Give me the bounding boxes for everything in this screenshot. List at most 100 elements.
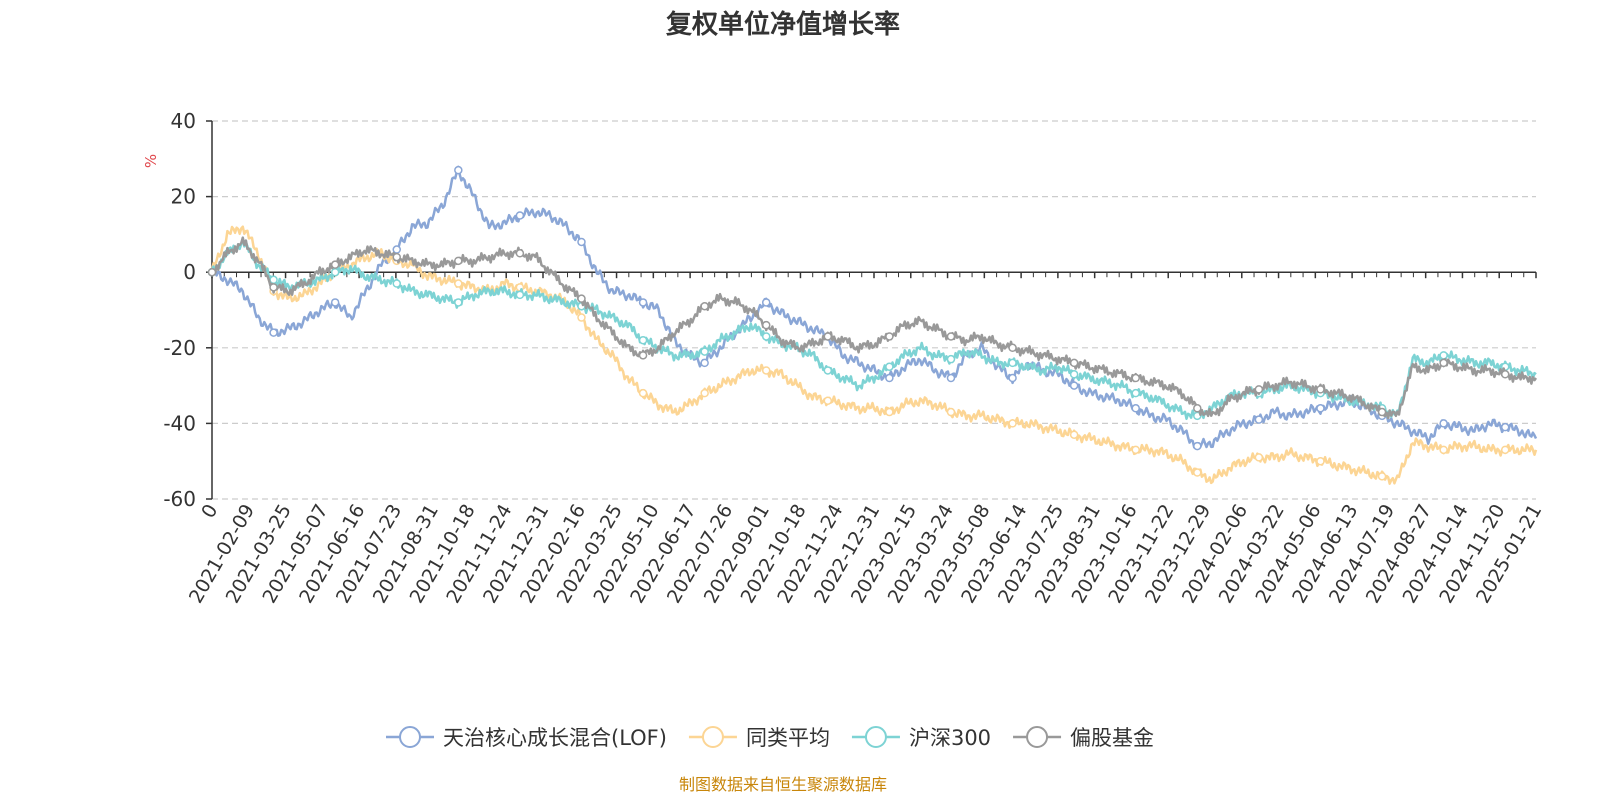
y-tick-label: -40 — [163, 411, 196, 435]
data-point — [946, 332, 956, 341]
data-point — [1316, 456, 1325, 466]
data-point — [1500, 445, 1510, 455]
axes — [206, 120, 1537, 500]
legend-item[interactable]: 天治核心成长混合(LOF) — [386, 726, 667, 750]
data-point — [392, 279, 401, 288]
series-line — [210, 236, 1538, 420]
data-point — [269, 283, 278, 292]
data-point — [700, 347, 709, 356]
data-point — [1069, 358, 1079, 368]
data-point — [330, 298, 340, 307]
data-point — [1131, 388, 1140, 398]
data-point — [1254, 385, 1264, 394]
legend-swatch-marker — [701, 726, 724, 748]
data-point — [515, 249, 525, 258]
data-point — [330, 260, 340, 269]
legend: 天治核心成长混合(LOF) 同类平均 沪深300 偏股基金 — [386, 726, 1154, 750]
data-point — [638, 335, 648, 345]
data-point — [1377, 407, 1387, 417]
data-point — [761, 366, 771, 375]
data-point — [269, 328, 278, 337]
data-point — [1193, 441, 1202, 451]
data-point — [1008, 419, 1017, 428]
data-point — [454, 256, 463, 266]
data-point — [1008, 373, 1017, 383]
data-point — [515, 290, 525, 300]
data-point — [1131, 373, 1140, 383]
y-tick-label: -20 — [163, 336, 196, 360]
data-point — [638, 388, 648, 398]
data-point — [1254, 415, 1264, 424]
y-tick-label: 20 — [171, 185, 196, 209]
legend-swatch-marker — [1026, 726, 1049, 748]
y-tick-label: -60 — [163, 487, 196, 511]
data-point — [1193, 468, 1202, 477]
chart-title: 复权单位净值增长率 — [666, 9, 900, 40]
data-point — [1439, 351, 1448, 360]
legend-item[interactable]: 沪深300 — [851, 726, 991, 750]
x-tick-label: 0 — [197, 501, 222, 522]
data-point — [454, 279, 463, 288]
data-point — [1131, 404, 1140, 413]
data-point — [885, 407, 894, 417]
source-note: 制图数据来自恒生聚源数据库 — [679, 775, 887, 794]
data-point — [1069, 370, 1079, 379]
data-point — [638, 298, 648, 307]
data-point — [454, 165, 463, 175]
data-point — [1008, 343, 1017, 353]
data-point — [700, 358, 709, 368]
data-point — [761, 298, 771, 307]
data-point — [454, 298, 463, 307]
data-point — [823, 332, 833, 341]
data-point — [577, 294, 586, 303]
data-point — [700, 301, 709, 311]
legend-label: 偏股基金 — [1070, 726, 1154, 750]
data-point — [1131, 445, 1140, 455]
data-point — [1439, 419, 1448, 428]
data-point — [392, 252, 401, 262]
data-point — [1316, 385, 1325, 394]
series-line — [210, 238, 1537, 421]
data-point — [392, 245, 401, 254]
legend-swatch-marker — [399, 726, 421, 748]
data-point — [515, 211, 525, 220]
data-point — [946, 354, 956, 364]
data-point — [946, 407, 956, 417]
data-point — [269, 275, 278, 285]
data-point — [1008, 358, 1017, 368]
legend-item[interactable]: 同类平均 — [688, 726, 830, 750]
data-point — [1193, 404, 1202, 413]
y-tick-label: 40 — [171, 109, 196, 133]
data-point — [1439, 358, 1448, 368]
legend-swatch-marker — [864, 726, 887, 748]
data-point — [1254, 453, 1264, 462]
data-point — [885, 332, 894, 341]
data-point — [207, 267, 217, 277]
data-point — [761, 320, 771, 330]
data-point — [1316, 404, 1325, 413]
legend-item[interactable]: 偏股基金 — [1013, 726, 1154, 750]
data-point — [761, 332, 771, 341]
data-point — [823, 366, 833, 375]
data-point — [1439, 445, 1448, 455]
series-line — [210, 165, 1538, 450]
data-point — [885, 373, 894, 383]
data-point — [1377, 472, 1387, 481]
data-point — [1500, 370, 1510, 379]
y-tick-label: 0 — [183, 260, 196, 284]
y-axis-label: % — [142, 154, 160, 168]
data-point — [577, 237, 586, 247]
data-point — [1069, 430, 1079, 439]
data-point — [1500, 422, 1510, 432]
data-point — [577, 313, 586, 322]
grid-lines — [212, 120, 1536, 500]
data-point — [638, 351, 648, 360]
legend-label: 天治核心成长混合(LOF) — [443, 726, 667, 750]
data-point — [946, 373, 956, 383]
data-point — [330, 267, 340, 277]
series-lines — [207, 165, 1538, 485]
data-point — [885, 362, 894, 371]
legend-label: 沪深300 — [909, 726, 991, 750]
data-point — [1069, 381, 1079, 390]
